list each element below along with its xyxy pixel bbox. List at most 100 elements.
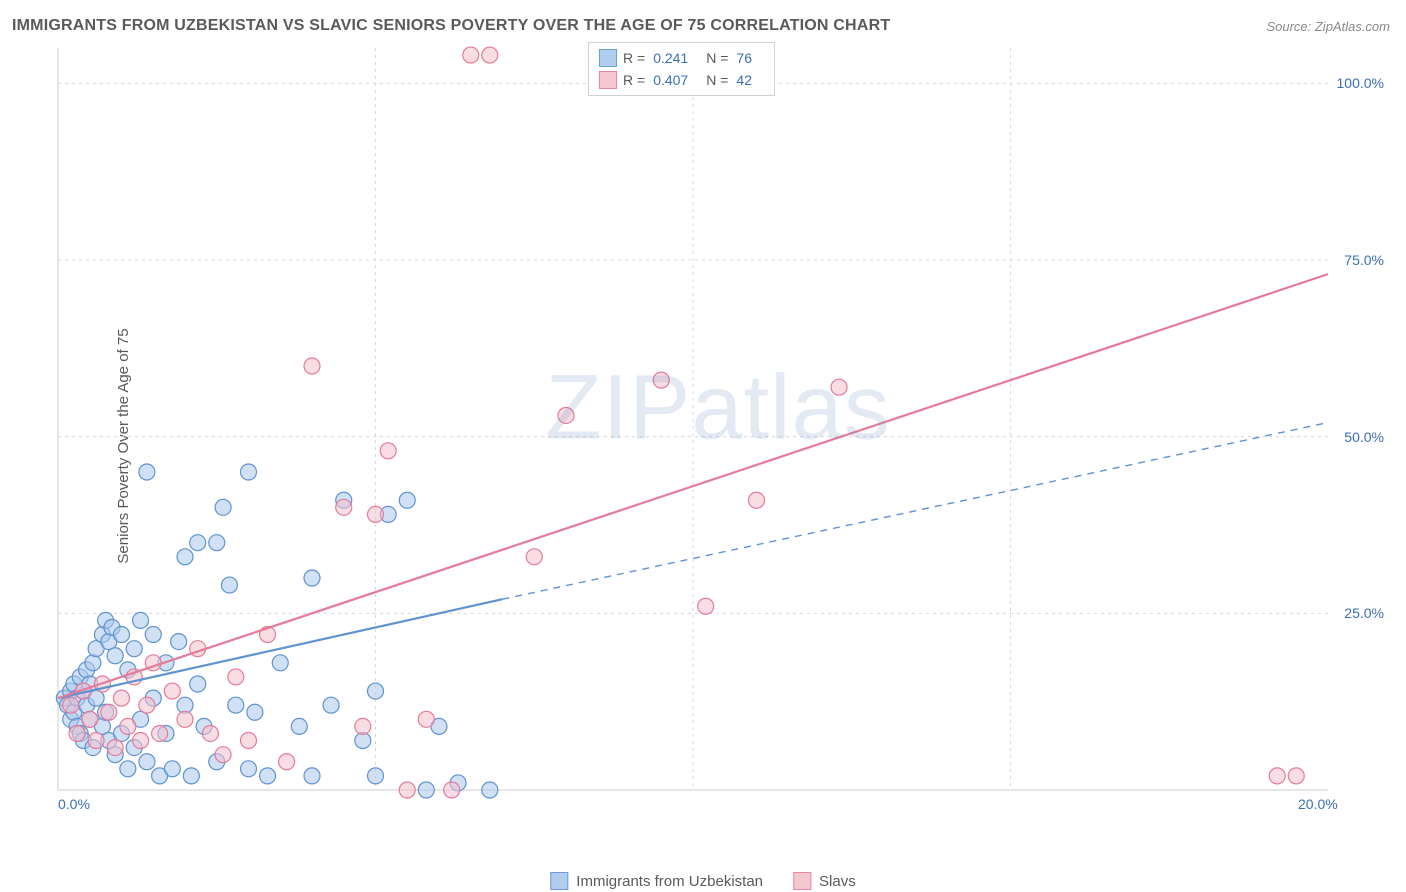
data-point <box>215 499 231 515</box>
legend-series-item: Slavs <box>793 872 856 890</box>
data-point <box>139 754 155 770</box>
data-point <box>241 761 257 777</box>
legend-swatch <box>599 71 617 89</box>
data-point <box>171 634 187 650</box>
data-point <box>145 627 161 643</box>
y-tick-label: 75.0% <box>1344 252 1384 268</box>
data-point <box>139 464 155 480</box>
data-point <box>101 704 117 720</box>
data-point <box>418 782 434 798</box>
x-tick-label: 0.0% <box>58 796 90 812</box>
data-point <box>177 549 193 565</box>
data-point <box>215 747 231 763</box>
y-tick-label: 100.0% <box>1337 75 1384 91</box>
data-point <box>241 464 257 480</box>
data-point <box>241 733 257 749</box>
data-point <box>190 676 206 692</box>
data-point <box>260 768 276 784</box>
legend-swatch <box>793 872 811 890</box>
source-label: Source: <box>1266 19 1314 34</box>
data-point <box>63 697 79 713</box>
legend-series: Immigrants from Uzbekistan Slavs <box>550 872 855 890</box>
r-label: R = <box>623 47 645 69</box>
data-point <box>1269 768 1285 784</box>
data-point <box>463 47 479 63</box>
data-point <box>107 648 123 664</box>
data-point <box>120 761 136 777</box>
chart-svg <box>48 40 1388 840</box>
legend-series-item: Immigrants from Uzbekistan <box>550 872 763 890</box>
legend-swatch <box>550 872 568 890</box>
legend-correlation-row: R =0.241N =76 <box>599 47 764 69</box>
data-point <box>304 570 320 586</box>
data-point <box>190 535 206 551</box>
data-point <box>152 725 168 741</box>
data-point <box>88 733 104 749</box>
data-point <box>164 761 180 777</box>
data-point <box>120 718 136 734</box>
n-label: N = <box>706 47 728 69</box>
data-point <box>749 492 765 508</box>
data-point <box>444 782 460 798</box>
source-attribution: Source: ZipAtlas.com <box>1266 19 1390 34</box>
legend-series-label: Slavs <box>819 873 856 890</box>
data-point <box>323 697 339 713</box>
data-point <box>228 669 244 685</box>
r-label: R = <box>623 69 645 91</box>
data-point <box>482 47 498 63</box>
data-point <box>380 443 396 459</box>
data-point <box>107 740 123 756</box>
legend-correlation-box: R =0.241N =76R =0.407N =42 <box>588 42 775 96</box>
data-point <box>698 598 714 614</box>
data-point <box>368 683 384 699</box>
data-point <box>304 358 320 374</box>
data-point <box>482 782 498 798</box>
data-point <box>558 407 574 423</box>
r-value: 0.407 <box>653 69 688 91</box>
n-value: 42 <box>736 69 752 91</box>
source-value: ZipAtlas.com <box>1315 19 1390 34</box>
data-point <box>247 704 263 720</box>
data-point <box>133 733 149 749</box>
x-tick-label: 20.0% <box>1298 796 1338 812</box>
n-value: 76 <box>736 47 752 69</box>
data-point <box>139 697 155 713</box>
data-point <box>1288 768 1304 784</box>
data-point <box>526 549 542 565</box>
data-point <box>279 754 295 770</box>
data-point <box>114 690 130 706</box>
chart-plot-area: ZIPatlas 25.0%50.0%75.0%100.0%0.0%20.0% <box>48 40 1388 840</box>
legend-swatch <box>599 49 617 67</box>
data-point <box>82 711 98 727</box>
data-point <box>355 718 371 734</box>
data-point <box>126 641 142 657</box>
chart-title: IMMIGRANTS FROM UZBEKISTAN VS SLAVIC SEN… <box>12 17 890 35</box>
data-point <box>202 725 218 741</box>
data-point <box>368 506 384 522</box>
data-point <box>399 782 415 798</box>
chart-header: IMMIGRANTS FROM UZBEKISTAN VS SLAVIC SEN… <box>0 0 1406 44</box>
data-point <box>272 655 288 671</box>
data-point <box>368 768 384 784</box>
data-point <box>164 683 180 699</box>
data-point <box>228 697 244 713</box>
data-point <box>653 372 669 388</box>
data-point <box>831 379 847 395</box>
legend-series-label: Immigrants from Uzbekistan <box>576 873 763 890</box>
data-point <box>69 725 85 741</box>
data-point <box>183 768 199 784</box>
y-tick-label: 25.0% <box>1344 605 1384 621</box>
data-point <box>399 492 415 508</box>
data-point <box>177 711 193 727</box>
legend-correlation-row: R = 0.407 N = 42 <box>599 69 764 91</box>
data-point <box>221 577 237 593</box>
data-point <box>336 499 352 515</box>
data-point <box>291 718 307 734</box>
data-point <box>418 711 434 727</box>
data-point <box>304 768 320 784</box>
n-label: N = <box>706 69 728 91</box>
data-point <box>209 535 225 551</box>
y-tick-label: 50.0% <box>1344 429 1384 445</box>
data-point <box>133 612 149 628</box>
data-point <box>85 655 101 671</box>
